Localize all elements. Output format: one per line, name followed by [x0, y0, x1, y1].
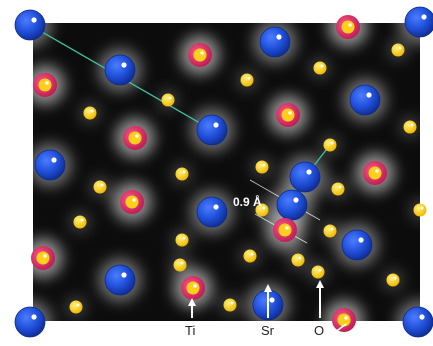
o-atom — [313, 61, 327, 75]
o-atom — [403, 120, 417, 134]
ti-atom — [31, 246, 55, 270]
o-atom — [173, 258, 187, 272]
o-atom — [223, 298, 237, 312]
ti-arrow-icon — [188, 298, 196, 318]
sr-atom — [276, 189, 308, 221]
sr-atom — [104, 264, 136, 296]
o-atom — [255, 160, 269, 174]
sr-atom — [341, 229, 373, 261]
ti-atom — [188, 43, 212, 67]
label-ti: Ti — [185, 323, 196, 338]
o-atom — [255, 203, 269, 217]
sr-atom — [104, 54, 136, 86]
o-atom — [175, 233, 189, 247]
ti-atom — [181, 276, 205, 300]
label-o: O — [314, 323, 325, 338]
ti-atom — [123, 126, 147, 150]
ti-atom — [332, 308, 356, 332]
scale-label: 0.9 Å — [233, 195, 262, 209]
sr-atom — [404, 6, 433, 38]
ti-atom — [33, 73, 57, 97]
o-atom — [175, 167, 189, 181]
sr-atom — [34, 149, 66, 181]
ti-atom — [336, 15, 360, 39]
sr-atom — [402, 306, 433, 338]
o-atom — [323, 224, 337, 238]
o-atom — [391, 43, 405, 57]
o-atom — [413, 203, 427, 217]
o-atom — [93, 180, 107, 194]
o-atom — [161, 93, 175, 107]
sr-atom — [196, 114, 228, 146]
o-atom — [323, 138, 337, 152]
sr-arrow-icon — [264, 284, 272, 318]
sr-atom — [289, 161, 321, 193]
ti-atom — [273, 218, 297, 242]
o-atom — [311, 265, 325, 279]
sr-atom — [14, 9, 46, 41]
o-atom — [243, 249, 257, 263]
o-atom — [69, 300, 83, 314]
sr-atom — [349, 84, 381, 116]
sr-atom — [14, 306, 46, 338]
corner-arrow-icon — [333, 323, 347, 334]
o-atom — [291, 253, 305, 267]
arrow-layer — [188, 280, 347, 334]
o-atom — [83, 106, 97, 120]
sr-atom — [196, 196, 228, 228]
ti-atom — [120, 190, 144, 214]
sr-atom — [259, 26, 291, 58]
o-atom — [240, 73, 254, 87]
label-sr: Sr — [261, 323, 274, 338]
o-arrow-icon — [316, 280, 324, 318]
o-atom — [73, 215, 87, 229]
ti-atom — [363, 161, 387, 185]
o-atom — [331, 182, 345, 196]
ti-atom — [276, 103, 300, 127]
atom-layer — [14, 6, 433, 338]
o-atom — [386, 273, 400, 287]
